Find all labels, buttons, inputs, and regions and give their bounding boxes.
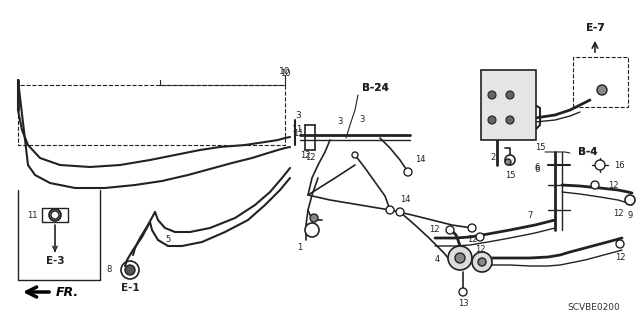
Circle shape (505, 155, 515, 165)
Text: 4: 4 (435, 256, 440, 264)
Text: 3: 3 (359, 115, 365, 124)
Text: 5: 5 (165, 235, 171, 244)
Circle shape (616, 240, 624, 248)
Circle shape (446, 226, 454, 234)
Text: 13: 13 (458, 299, 468, 308)
Text: E-7: E-7 (586, 23, 604, 33)
Circle shape (125, 265, 135, 275)
Text: 8: 8 (107, 265, 112, 275)
Circle shape (51, 211, 59, 219)
Circle shape (506, 91, 514, 99)
Text: B-4: B-4 (578, 147, 598, 157)
Text: 3: 3 (337, 117, 342, 127)
Circle shape (455, 253, 465, 263)
Text: 6: 6 (534, 166, 540, 174)
Text: 9: 9 (627, 211, 632, 219)
Text: 12: 12 (475, 246, 485, 255)
Text: E-7: E-7 (586, 23, 604, 33)
Circle shape (396, 208, 404, 216)
Circle shape (305, 223, 319, 237)
Text: FR.: FR. (56, 286, 79, 299)
Text: 16: 16 (614, 160, 625, 169)
Circle shape (310, 214, 318, 222)
Circle shape (352, 152, 358, 158)
Text: 12: 12 (467, 235, 477, 244)
Text: 14: 14 (400, 196, 410, 204)
Text: B-4: B-4 (578, 147, 598, 157)
Text: 12: 12 (429, 226, 440, 234)
Text: 2: 2 (491, 153, 496, 162)
Circle shape (506, 116, 514, 124)
Circle shape (625, 195, 635, 205)
Circle shape (404, 168, 412, 176)
Circle shape (488, 116, 496, 124)
Text: B-24: B-24 (362, 83, 389, 93)
Text: 12: 12 (608, 181, 618, 189)
Circle shape (476, 233, 484, 241)
Text: 7: 7 (527, 211, 532, 219)
Circle shape (505, 159, 511, 165)
Text: 12: 12 (300, 151, 310, 160)
Text: 11: 11 (292, 125, 304, 135)
Circle shape (591, 181, 599, 189)
Circle shape (478, 258, 486, 266)
Text: 10: 10 (279, 68, 291, 77)
Text: 12: 12 (612, 209, 623, 218)
Text: E-3: E-3 (45, 256, 64, 266)
Text: 12: 12 (615, 254, 625, 263)
Text: 6: 6 (534, 164, 540, 173)
Circle shape (597, 85, 607, 95)
Circle shape (386, 206, 394, 214)
Text: 11: 11 (292, 129, 303, 137)
Circle shape (459, 288, 467, 296)
Circle shape (595, 160, 605, 170)
Bar (573, 57, 627, 107)
Text: 15: 15 (505, 170, 515, 180)
Circle shape (468, 224, 476, 232)
Text: E-1: E-1 (121, 283, 140, 293)
Text: 11: 11 (28, 211, 38, 219)
Text: SCVBE0200: SCVBE0200 (567, 303, 620, 313)
Text: 15: 15 (535, 144, 545, 152)
Text: 10: 10 (280, 69, 291, 78)
Bar (481, 70, 536, 140)
Text: 14: 14 (415, 155, 426, 165)
Circle shape (448, 246, 472, 270)
Circle shape (49, 209, 61, 221)
Text: 12: 12 (305, 153, 316, 162)
Circle shape (488, 91, 496, 99)
Text: 1: 1 (298, 243, 303, 253)
Text: B-24: B-24 (362, 83, 389, 93)
Text: 3: 3 (295, 110, 301, 120)
Circle shape (472, 252, 492, 272)
